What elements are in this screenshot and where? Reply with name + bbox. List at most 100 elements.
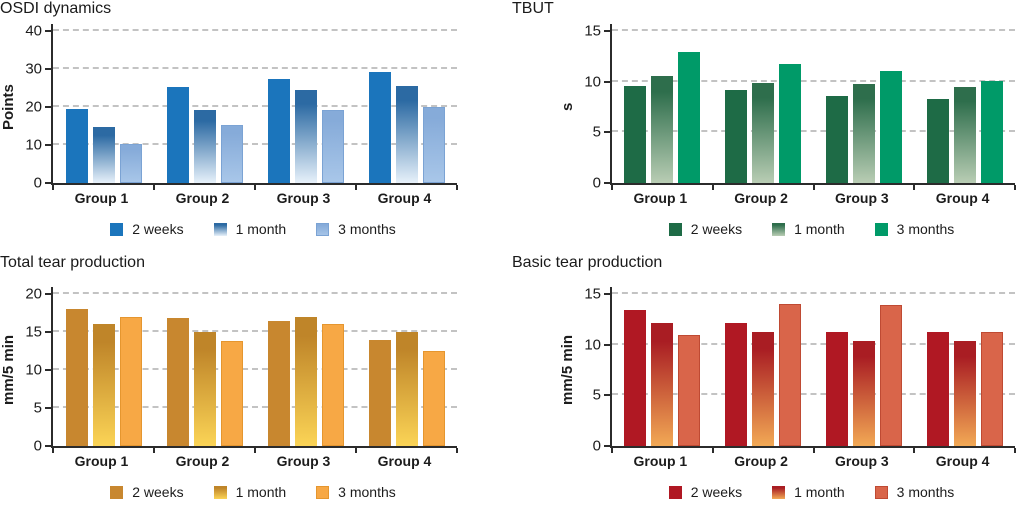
x-axis-labels: Group 1 Group 2 Group 3 Group 4	[610, 453, 1013, 469]
legend-swatch	[110, 222, 124, 236]
x-tick-mark	[1014, 448, 1016, 453]
legend-item: 3 months	[316, 484, 396, 500]
bar	[422, 351, 445, 446]
y-tick-label: 15	[584, 22, 601, 40]
legend-label: 3 months	[896, 221, 955, 237]
legend-label: 1 month	[794, 221, 845, 237]
bar	[624, 310, 647, 446]
bar	[119, 316, 142, 446]
x-tick-mark	[1014, 185, 1016, 190]
y-tick-label: 5	[592, 123, 601, 141]
y-tick-mark	[45, 369, 53, 371]
chart-basic-tear-production: Basic tear production mm/5 min 0 5 10 15 Gr…	[512, 254, 1024, 508]
bar-groups	[612, 31, 1015, 183]
bar-group	[914, 294, 1015, 446]
legend-label: 3 months	[896, 484, 955, 500]
bar	[395, 332, 418, 446]
x-tick-mark	[456, 448, 458, 453]
y-tick-label: 0	[33, 437, 42, 455]
x-tick-mark	[812, 448, 815, 453]
legend-item: 2 weeks	[110, 484, 184, 500]
chart-osdi-dynamics: OSDI dynamics Points 0 10 20 30 40 Group 1 Gr…	[0, 0, 512, 254]
bar	[92, 127, 115, 183]
bar	[65, 309, 88, 446]
plot-area	[604, 24, 1016, 190]
bar	[193, 332, 216, 446]
x-tick-mark	[711, 448, 714, 453]
legend-item: 1 month	[213, 221, 287, 237]
bar	[267, 78, 290, 183]
gridline	[612, 393, 1015, 396]
gridline	[612, 29, 1015, 31]
gridline	[53, 67, 457, 69]
chart-title: Total tear production	[0, 254, 145, 271]
legend-swatch	[316, 222, 330, 236]
y-axis-tick-labels: 0 5 10 15	[512, 287, 601, 454]
bar	[752, 331, 775, 446]
plot-area	[604, 287, 1016, 453]
bar-groups	[612, 294, 1015, 446]
y-tick-label: 5	[592, 386, 601, 404]
y-tick-label: 20	[25, 285, 42, 303]
bar	[678, 334, 701, 446]
y-tick-label: 10	[584, 73, 601, 91]
gridline	[612, 79, 1015, 82]
x-tick-mark	[913, 448, 916, 453]
gridline	[53, 406, 457, 408]
bar	[624, 85, 647, 183]
x-axis-category-label: Group 2	[175, 453, 230, 469]
bar	[852, 340, 875, 446]
y-tick-label: 30	[25, 60, 42, 78]
x-tick-mark	[52, 448, 54, 453]
x-tick-mark	[153, 448, 155, 453]
bar	[852, 83, 875, 183]
y-tick-label: 0	[592, 174, 601, 192]
y-tick-label: 40	[25, 22, 42, 40]
x-tick-mark	[52, 185, 54, 190]
y-tick-mark	[604, 30, 612, 32]
legend-label: 1 month	[235, 221, 287, 237]
bar	[825, 331, 848, 446]
legend-swatch	[668, 485, 682, 499]
bar	[119, 144, 142, 183]
bar	[422, 106, 445, 183]
bar	[725, 89, 748, 183]
plot-area	[45, 287, 458, 453]
x-tick-mark	[812, 185, 815, 190]
bar-group	[154, 294, 255, 446]
legend-label: 2 weeks	[690, 484, 743, 500]
x-axis-category-label: Group 2	[734, 453, 788, 469]
legend-swatch	[110, 485, 124, 499]
gridline	[612, 130, 1015, 133]
legend: 2 weeks 1 month 3 months	[51, 484, 455, 500]
gridline	[53, 368, 457, 370]
legend-item: 2 weeks	[668, 221, 742, 237]
y-tick-label: 5	[33, 399, 42, 417]
y-axis-tick-labels: 0 5 10 15 20	[0, 287, 42, 454]
y-tick-label: 20	[25, 98, 42, 116]
bar-group	[713, 31, 814, 183]
x-tick-mark	[254, 185, 256, 190]
bar-group	[814, 31, 915, 183]
bar	[926, 98, 949, 183]
x-tick-mark	[456, 185, 458, 190]
y-tick-mark	[604, 445, 612, 447]
plot-area	[45, 24, 458, 190]
y-tick-mark	[45, 144, 53, 146]
x-axis-category-label: Group 1	[74, 190, 129, 206]
x-axis-category-label: Group 1	[74, 453, 129, 469]
y-tick-label: 15	[584, 285, 601, 303]
y-tick-mark	[45, 407, 53, 409]
legend-swatch	[213, 485, 227, 499]
bar	[92, 323, 115, 446]
y-axis-line	[51, 24, 53, 31]
y-tick-mark	[604, 343, 612, 346]
y-tick-label: 0	[33, 174, 42, 192]
bar-groups	[53, 294, 457, 446]
x-axis-category-label: Group 4	[377, 190, 432, 206]
x-tick-mark	[355, 185, 357, 190]
y-tick-mark	[45, 68, 53, 70]
bar	[926, 331, 949, 446]
x-tick-mark	[611, 448, 613, 453]
bar	[779, 64, 802, 183]
